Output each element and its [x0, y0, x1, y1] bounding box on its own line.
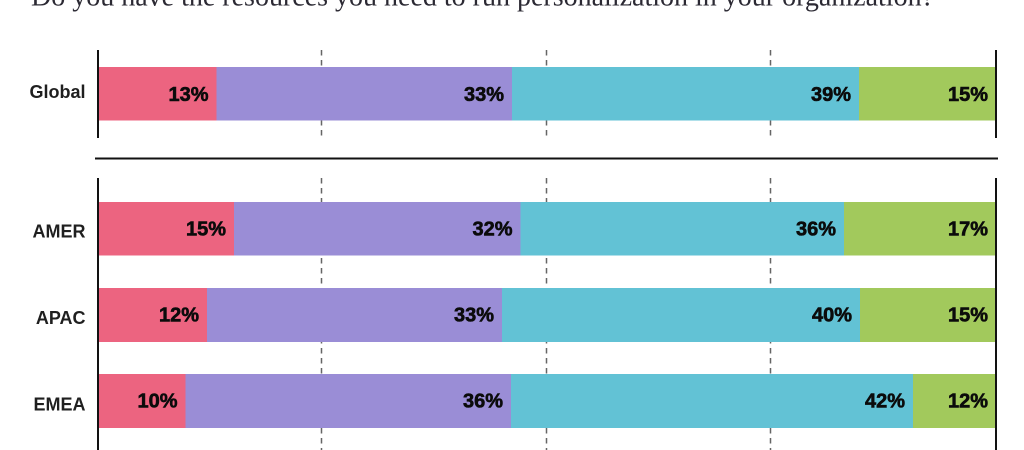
svg-text:APAC: APAC	[36, 308, 86, 328]
svg-text:42%: 42%	[865, 391, 905, 413]
svg-text:15%: 15%	[186, 219, 226, 241]
svg-text:33%: 33%	[454, 305, 494, 327]
svg-text:36%: 36%	[796, 219, 836, 241]
svg-text:Global: Global	[29, 82, 85, 102]
svg-text:32%: 32%	[472, 219, 512, 241]
svg-text:40%: 40%	[812, 305, 852, 327]
svg-text:15%: 15%	[948, 305, 988, 327]
svg-text:12%: 12%	[159, 305, 199, 327]
svg-text:17%: 17%	[948, 219, 988, 241]
svg-text:EMEA: EMEA	[33, 395, 85, 415]
svg-text:AMER: AMER	[33, 222, 86, 242]
svg-text:39%: 39%	[811, 84, 851, 106]
svg-text:36%: 36%	[463, 391, 503, 413]
svg-text:10%: 10%	[137, 391, 177, 413]
svg-text:33%: 33%	[464, 84, 504, 106]
svg-text:15%: 15%	[948, 84, 988, 106]
svg-text:13%: 13%	[168, 84, 208, 106]
svg-text:12%: 12%	[948, 391, 988, 413]
svg-text:Do you have the resources you: Do you have the resources you need to ru…	[31, 0, 934, 13]
